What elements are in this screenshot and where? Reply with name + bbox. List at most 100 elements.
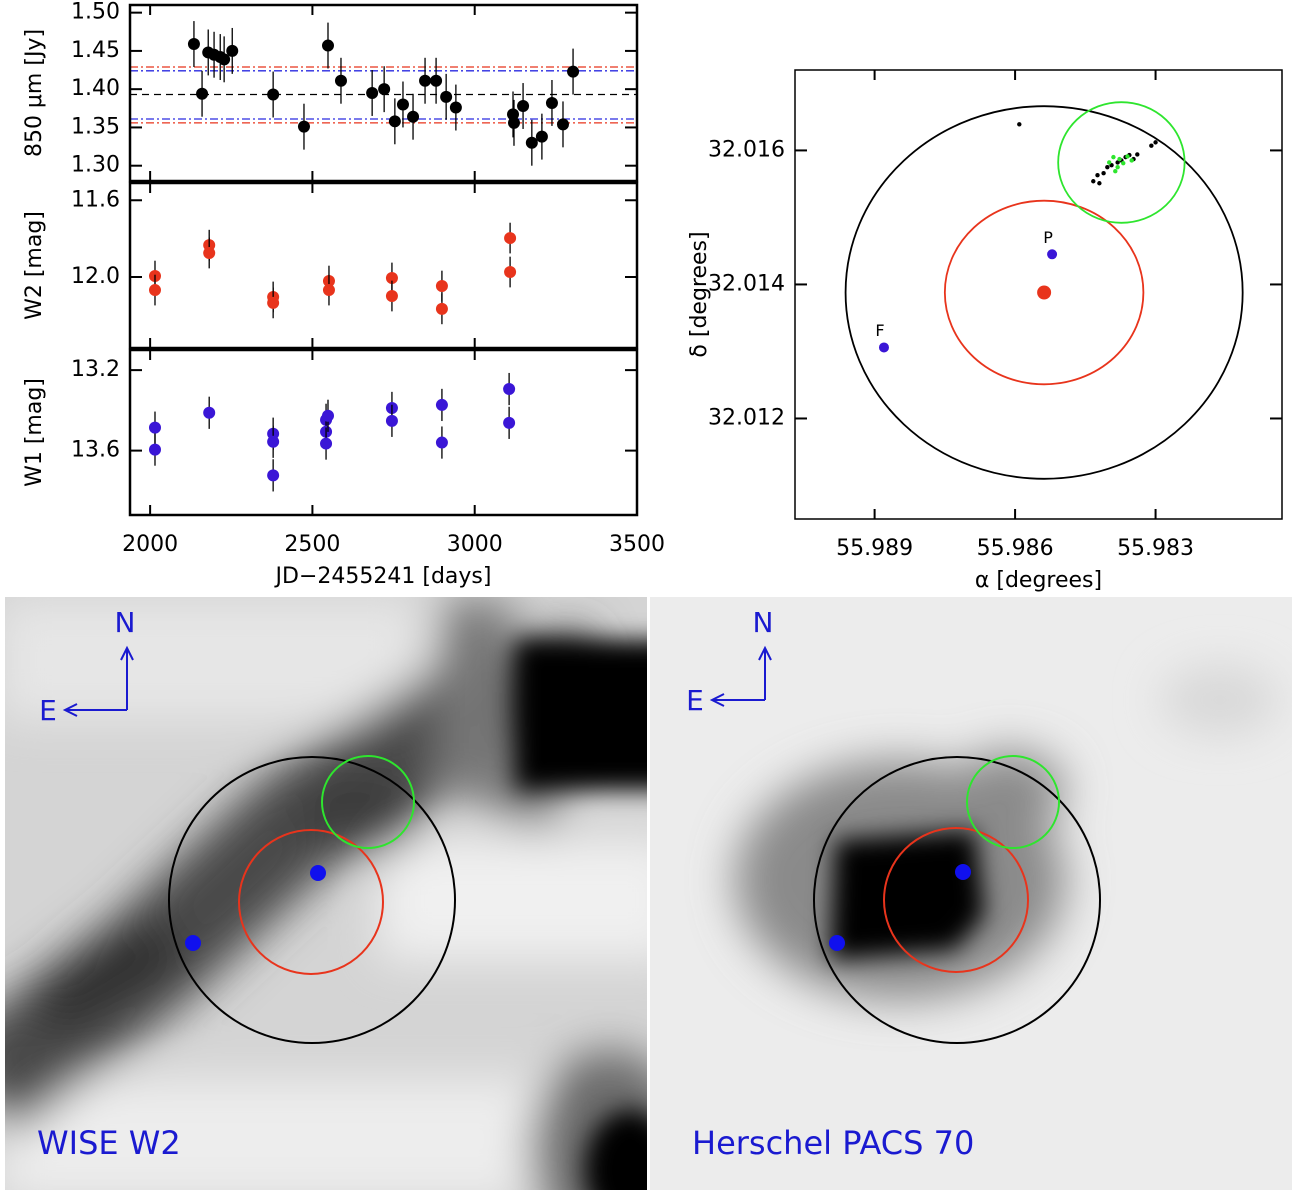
y-tick-label: 1.50	[71, 0, 120, 25]
plot-frame	[794, 69, 1283, 520]
plot-frame	[128, 181, 639, 350]
data-point	[385, 290, 398, 303]
data-point	[503, 416, 516, 429]
data-point	[334, 74, 347, 87]
data-point	[435, 436, 448, 449]
image-label: Herschel PACS 70	[692, 1124, 974, 1162]
x-tick-label: 55.986	[977, 536, 1054, 561]
x-axis-label: α [degrees]	[975, 568, 1102, 593]
data-point	[1129, 158, 1134, 163]
marker-label: P	[1043, 228, 1053, 247]
data-point	[435, 398, 448, 411]
x-tick-label: 3500	[609, 532, 665, 557]
data-point	[545, 96, 558, 109]
chart-panel: 1.30 1.35 1.40 1.45 1.50 850 μm [Jy]	[22, 0, 639, 183]
error-circle	[844, 105, 1244, 480]
error-circle	[1057, 101, 1186, 224]
data-point	[1095, 173, 1100, 178]
data-point	[1107, 160, 1112, 165]
x-tick-label: 2000	[122, 532, 178, 557]
y-tick-label: 13.6	[71, 438, 120, 463]
data-point	[297, 120, 310, 133]
y-tick-label: 1.45	[71, 38, 120, 63]
east-label: E	[686, 684, 704, 717]
data-point	[1105, 164, 1110, 170]
data-point	[1115, 160, 1120, 165]
x-tick-label: 55.983	[1117, 536, 1194, 561]
data-point	[440, 90, 453, 103]
x-tick-label: 2500	[284, 532, 340, 557]
data-point	[419, 74, 432, 87]
data-point	[203, 406, 216, 419]
x-axis-label: JD−2455241 [days]	[274, 564, 492, 589]
north-label: N	[115, 606, 136, 639]
pacs-image: N E Herschel PACS 70	[650, 597, 1292, 1190]
data-point	[1017, 122, 1022, 127]
plot-frame	[128, 3, 639, 183]
data-point	[503, 383, 516, 396]
plot-frame	[128, 348, 639, 517]
data-point	[1135, 152, 1140, 157]
data-point	[1101, 171, 1106, 176]
north-label: N	[753, 606, 774, 639]
position-marker	[878, 342, 889, 353]
y-tick-label: 1.35	[71, 114, 120, 139]
data-point	[196, 87, 209, 100]
data-point	[1149, 143, 1154, 148]
data-point	[1153, 140, 1158, 145]
position-marker	[1037, 285, 1052, 300]
data-point	[321, 39, 334, 52]
data-point	[1111, 154, 1116, 160]
x-tick-label: 3000	[447, 532, 503, 557]
data-point	[449, 101, 462, 114]
data-point	[430, 74, 443, 87]
data-point	[148, 284, 161, 297]
east-label: E	[39, 694, 57, 727]
y-tick-label: 11.6	[71, 187, 120, 212]
data-point	[321, 409, 334, 422]
data-point	[556, 118, 569, 131]
data-point	[203, 247, 216, 260]
data-point	[567, 65, 580, 78]
plot-area	[130, 21, 637, 166]
data-point	[378, 83, 391, 96]
data-point	[267, 435, 280, 448]
data-point	[517, 100, 530, 113]
y-tick-label: 12.0	[71, 264, 120, 289]
image-label: WISE W2	[37, 1124, 181, 1162]
data-point	[1125, 154, 1130, 159]
data-point	[1097, 181, 1102, 186]
data-point	[407, 110, 420, 123]
y-tick-label: 1.30	[71, 153, 120, 178]
data-point	[218, 53, 231, 66]
x-tick-label: 55.989	[836, 536, 913, 561]
data-point	[226, 44, 239, 57]
data-point	[396, 98, 409, 111]
y-tick-label: 13.2	[71, 357, 120, 382]
data-point	[1115, 164, 1120, 170]
data-point	[187, 38, 200, 51]
plot-area	[148, 222, 517, 325]
marker-label: F	[875, 321, 884, 340]
data-point	[1121, 160, 1126, 166]
data-point	[385, 414, 398, 427]
data-point	[1113, 168, 1118, 174]
chart-panel: 11.6 12.0 W2 [mag]	[22, 181, 639, 350]
data-point	[267, 88, 280, 101]
data-point	[148, 443, 161, 456]
data-point	[525, 136, 538, 149]
y-axis-label: 850 μm [Jy]	[22, 29, 47, 157]
data-point	[385, 271, 398, 284]
wise-image: N E WISE W2	[5, 597, 647, 1190]
data-point	[504, 232, 517, 245]
y-axis-label: W2 [mag]	[22, 211, 47, 320]
plot-area: PF	[844, 101, 1244, 480]
y-tick-label: 32.014	[708, 271, 785, 296]
y-tick-label: 32.016	[708, 137, 785, 162]
data-point	[1117, 156, 1122, 162]
data-point	[535, 130, 548, 143]
data-point	[388, 115, 401, 128]
y-axis-label: W1 [mag]	[22, 378, 47, 487]
data-point	[507, 116, 520, 129]
